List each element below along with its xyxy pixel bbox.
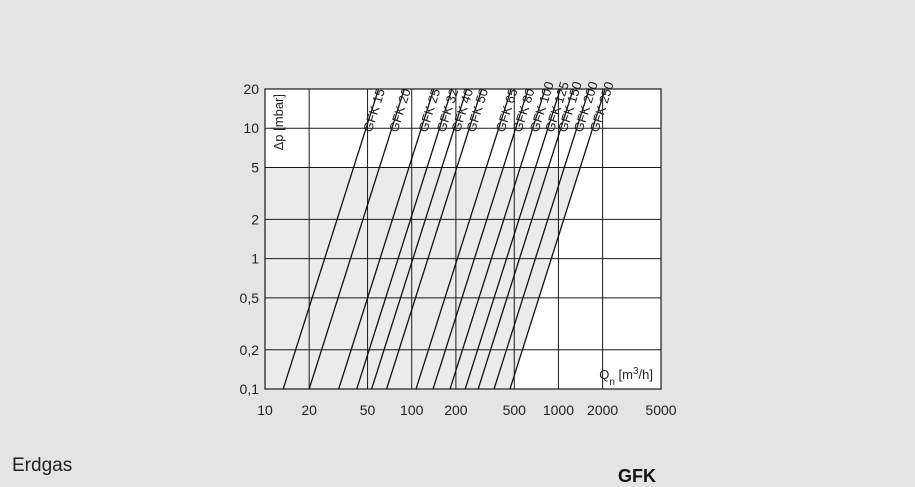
shaded-area: [265, 167, 581, 389]
series-line: [477, 89, 574, 389]
plot-frame: [264, 88, 662, 390]
series-lines: [282, 89, 606, 389]
y-tick-label: 0,2: [240, 342, 260, 358]
gas-type-caption: Erdgas: [12, 455, 73, 476]
y-axis-title: Δp [mbar]: [271, 94, 286, 150]
x-tick-label: 10: [257, 402, 273, 418]
product-label: GFK: [618, 466, 656, 486]
x-tick-label: 2000: [587, 402, 618, 418]
series-line: [509, 89, 606, 389]
series-line: [371, 89, 468, 389]
series-line: [432, 89, 529, 389]
tick-labels: 10 20 50 100 200 500 1000 2000 5000 0,1 0,2 0,5 1 2 5 1…: [240, 81, 677, 418]
y-tick-label: 1: [251, 251, 259, 267]
series-line: [356, 89, 453, 389]
x-tick-label: 500: [503, 402, 527, 418]
x-tick-label: 50: [360, 402, 376, 418]
series-line: [493, 89, 590, 389]
series-line: [415, 89, 512, 389]
x-tick-label: 1000: [543, 402, 574, 418]
axis-titles: Δp [mbar] Qn [m3/h]: [271, 94, 653, 388]
x-tick-label: 5000: [645, 402, 676, 418]
series-line: [449, 89, 546, 389]
series-line: [464, 89, 561, 389]
series-line: [282, 89, 380, 389]
x-tick-label: 200: [444, 402, 468, 418]
plot-border: [264, 88, 662, 390]
y-tick-label: 5: [251, 159, 259, 175]
series-line: [385, 89, 483, 389]
y-tick-label: 0,1: [240, 381, 260, 397]
x-tick-label: 100: [400, 402, 424, 418]
y-tick-label: 10: [243, 120, 259, 136]
series-line: [338, 89, 435, 389]
y-tick-label: 20: [243, 81, 259, 97]
x-axis-title: Qn [m3/h]: [599, 366, 653, 388]
shaded-region: [265, 89, 661, 389]
x-tick-label: 20: [301, 402, 317, 418]
series-line: [308, 89, 405, 389]
y-tick-label: 2: [251, 211, 259, 227]
y-tick-label: 0,5: [240, 290, 260, 306]
